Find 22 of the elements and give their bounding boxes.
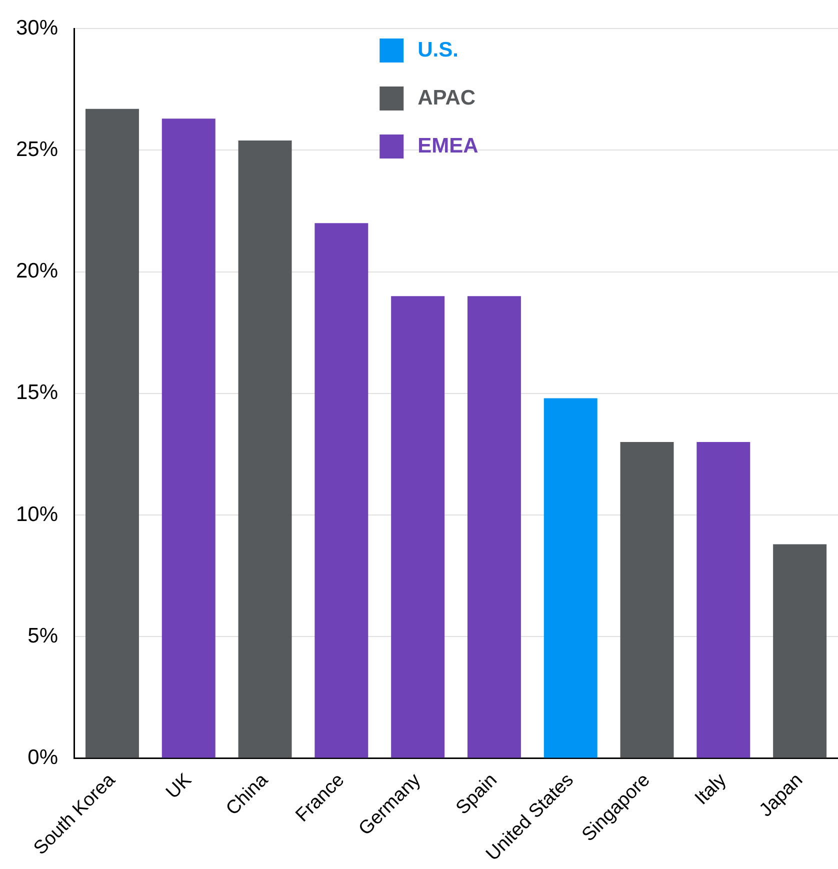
bar: [238, 140, 292, 758]
legend-label: APAC: [418, 86, 476, 110]
bar: [773, 544, 827, 758]
y-tick-label: 10%: [16, 502, 58, 526]
bar: [696, 442, 750, 758]
bar: [467, 296, 521, 758]
bar: [544, 398, 598, 758]
y-tick-label: 25%: [16, 138, 58, 161]
y-tick-label: 5%: [28, 624, 58, 648]
x-tick-label: UK: [162, 769, 196, 804]
y-tick-label: 20%: [16, 260, 58, 283]
bar: [314, 223, 368, 758]
bar: [391, 296, 445, 758]
legend-label: U.S.: [418, 38, 458, 62]
bar: [85, 108, 139, 758]
y-tick-label: 15%: [16, 381, 58, 404]
y-tick-label: 0%: [28, 746, 58, 770]
bar: [620, 442, 674, 758]
bar: [162, 118, 216, 758]
x-tick-label: Italy: [691, 769, 731, 810]
legend-label: EMEA: [418, 134, 478, 158]
y-tick-label: 30%: [16, 16, 58, 40]
